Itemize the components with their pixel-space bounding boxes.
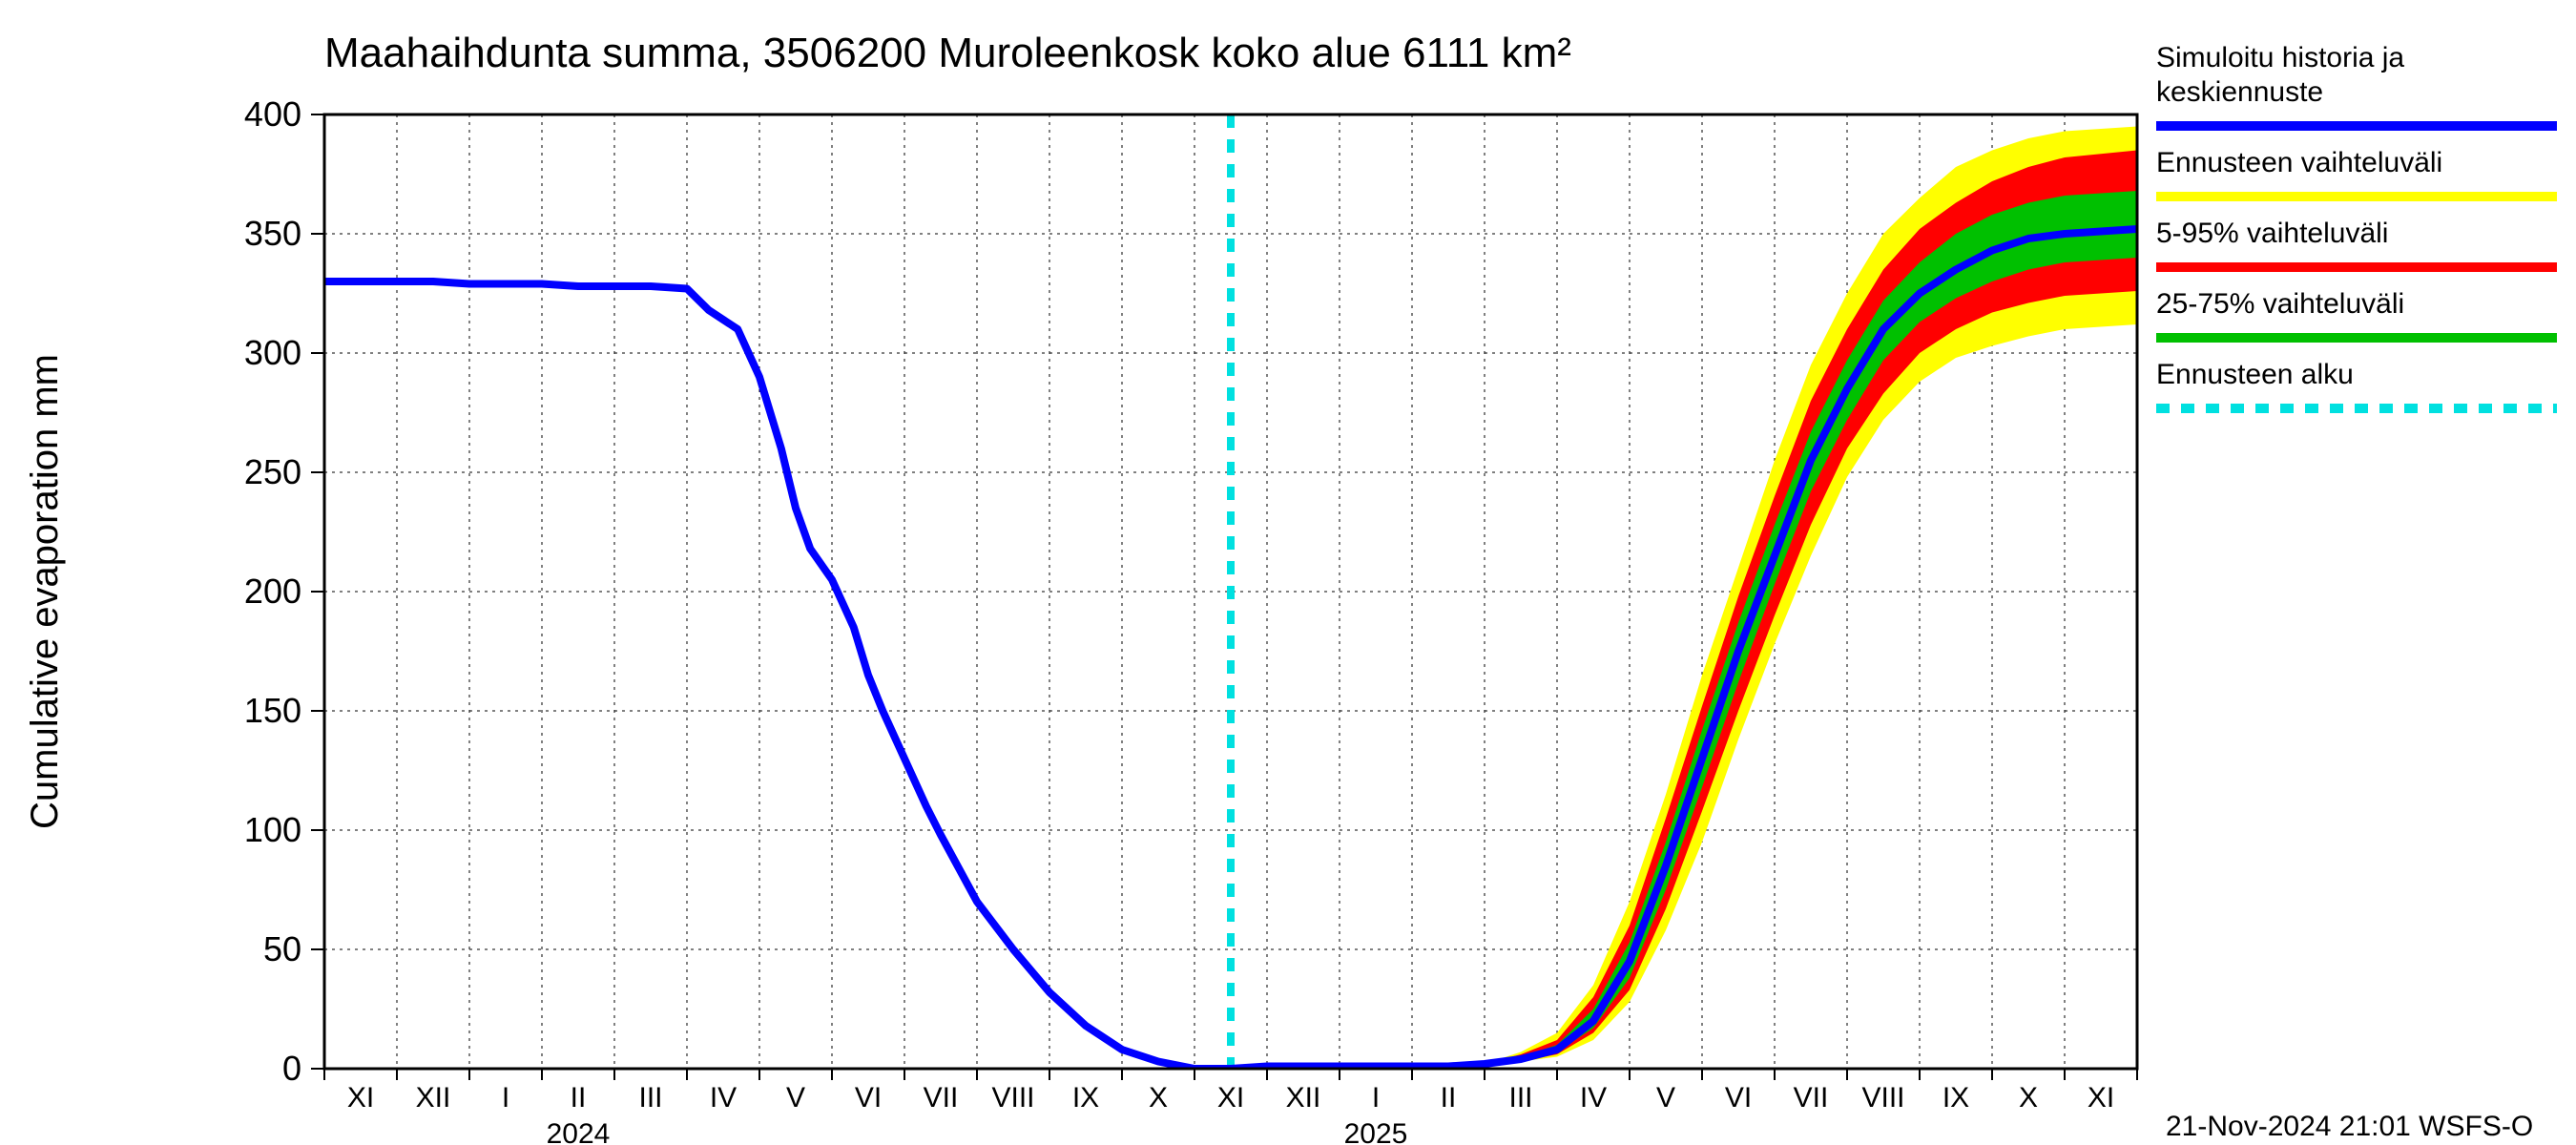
evaporation-chart: 050100150200250300350400XIXIIIIIIIIIVVVI… xyxy=(0,0,2576,1145)
x-month-label: XI xyxy=(2088,1082,2114,1114)
x-month-label: VI xyxy=(855,1082,882,1114)
legend-label: Ennusteen vaihteluväli xyxy=(2156,147,2442,178)
y-tick-label: 200 xyxy=(244,572,301,611)
x-year-label: 2024 xyxy=(547,1118,611,1145)
legend-label: 25-75% vaihteluväli xyxy=(2156,288,2404,320)
x-month-label: XI xyxy=(1217,1082,1244,1114)
x-month-label: II xyxy=(571,1082,587,1114)
x-month-label: IV xyxy=(710,1082,737,1114)
y-tick-label: 300 xyxy=(244,333,301,372)
x-month-label: VIII xyxy=(1861,1082,1904,1114)
y-tick-label: 400 xyxy=(244,94,301,134)
x-month-label: IX xyxy=(1072,1082,1099,1114)
x-month-label: VII xyxy=(1794,1082,1829,1114)
x-month-label: VII xyxy=(924,1082,959,1114)
y-tick-label: 250 xyxy=(244,452,301,491)
x-month-label: III xyxy=(638,1082,662,1114)
y-tick-label: 0 xyxy=(282,1049,301,1088)
x-month-label: II xyxy=(1441,1082,1457,1114)
x-month-label: XII xyxy=(416,1082,451,1114)
x-month-label: XI xyxy=(347,1082,374,1114)
x-month-label: XII xyxy=(1286,1082,1321,1114)
x-month-label: I xyxy=(1372,1082,1380,1114)
footer-timestamp: 21-Nov-2024 21:01 WSFS-O xyxy=(2166,1111,2533,1142)
x-month-label: I xyxy=(502,1082,509,1114)
legend-label: keskiennuste xyxy=(2156,76,2323,108)
y-axis-label: Cumulative evaporation mm xyxy=(24,354,66,829)
x-month-label: V xyxy=(786,1082,805,1114)
legend-label: 5-95% vaihteluväli xyxy=(2156,218,2388,249)
x-year-label: 2025 xyxy=(1344,1118,1408,1145)
y-tick-label: 100 xyxy=(244,810,301,849)
x-month-label: VI xyxy=(1725,1082,1752,1114)
x-month-label: IX xyxy=(1942,1082,1969,1114)
x-month-label: V xyxy=(1656,1082,1675,1114)
x-month-label: IV xyxy=(1580,1082,1607,1114)
legend-label: Ennusteen alku xyxy=(2156,359,2354,390)
x-month-label: X xyxy=(1149,1082,1168,1114)
y-tick-label: 150 xyxy=(244,691,301,730)
chart-title: Maahaihdunta summa, 3506200 Muroleenkosk… xyxy=(324,30,1571,76)
x-month-label: VIII xyxy=(991,1082,1034,1114)
legend-label: Simuloitu historia ja xyxy=(2156,42,2404,73)
y-tick-label: 350 xyxy=(244,214,301,253)
x-month-label: X xyxy=(2019,1082,2038,1114)
x-month-label: III xyxy=(1508,1082,1532,1114)
y-tick-label: 50 xyxy=(263,929,301,968)
